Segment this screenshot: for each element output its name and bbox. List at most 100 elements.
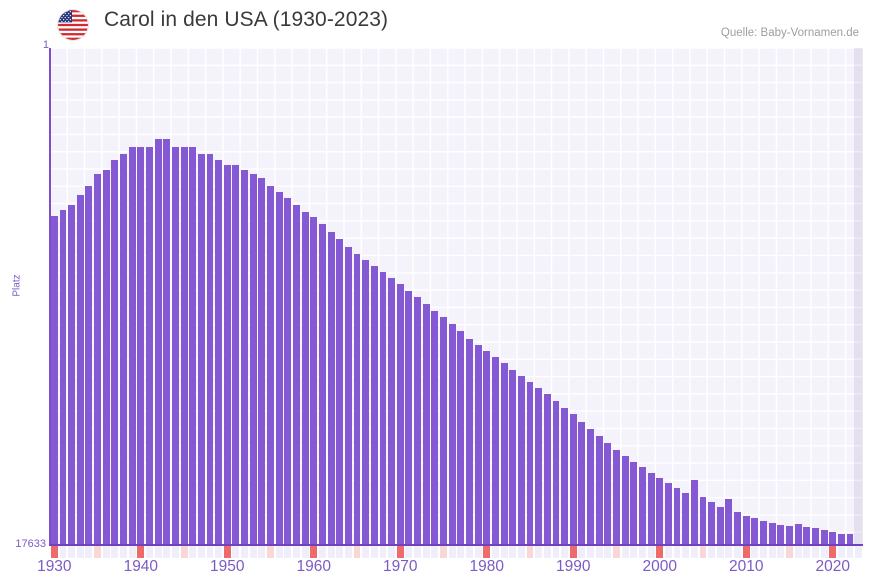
bar-1996 bbox=[621, 455, 629, 545]
bar-1943 bbox=[163, 139, 171, 545]
x-tick-major-2010 bbox=[742, 546, 750, 558]
bar-2000 bbox=[656, 477, 664, 545]
bar-1947 bbox=[197, 153, 205, 545]
bar-1944 bbox=[171, 146, 179, 545]
bar-1956 bbox=[275, 192, 283, 545]
bar-1967 bbox=[370, 266, 378, 545]
x-tick-minor-1953 bbox=[249, 546, 257, 558]
x-tick-minor-2008 bbox=[725, 546, 733, 558]
x-tick-minor-1994 bbox=[604, 546, 612, 558]
x-tick-minor-1991 bbox=[578, 546, 586, 558]
x-tick-minor-1943 bbox=[163, 546, 171, 558]
bar-1942 bbox=[154, 139, 162, 545]
bar-2005 bbox=[699, 496, 707, 545]
x-tick-minor-1959 bbox=[301, 546, 309, 558]
x-tick-minor-2011 bbox=[751, 546, 759, 558]
x-tick-minor-1939 bbox=[128, 546, 136, 558]
x-axis-label-1930: 1930 bbox=[37, 558, 72, 575]
x-tick-major-1980 bbox=[483, 546, 491, 558]
bar-1935 bbox=[94, 174, 102, 545]
x-tick-major-1950 bbox=[223, 546, 231, 558]
x-tick-minor-1937 bbox=[111, 546, 119, 558]
bar-1988 bbox=[552, 400, 560, 545]
bar-1992 bbox=[587, 428, 594, 545]
x-tick-minor-1931 bbox=[59, 546, 67, 558]
bar-1984 bbox=[517, 376, 525, 545]
bar-1966 bbox=[362, 260, 370, 545]
x-tick-minor-1967 bbox=[370, 546, 378, 558]
x-tick-minor-1933 bbox=[76, 546, 84, 558]
bar-1989 bbox=[561, 407, 569, 545]
bar-2015 bbox=[786, 526, 793, 545]
x-tick-minor-1992 bbox=[587, 546, 594, 558]
x-tick-minor-1948 bbox=[206, 546, 214, 558]
x-tick-minor-1969 bbox=[388, 546, 396, 558]
bar-1964 bbox=[344, 246, 352, 545]
x-axis-tick-labels: 1930 1940 1950 1960 1970 1980 1990 2000 2010 2020 bbox=[0, 558, 873, 584]
x-tick-minor-2021 bbox=[837, 546, 845, 558]
x-axis-label-1970: 1970 bbox=[383, 558, 418, 575]
x-tick-minor-2002 bbox=[673, 546, 681, 558]
x-tick-minor-2003 bbox=[682, 546, 690, 558]
chart-plot-area bbox=[50, 48, 863, 545]
x-tick-minor-1978 bbox=[466, 546, 473, 558]
bar-1950 bbox=[223, 165, 231, 545]
bar-2002 bbox=[673, 488, 681, 545]
x-tick-minor-1955 bbox=[267, 546, 274, 558]
chart-header: Carol in den USA (1930-2023) Quelle: Bab… bbox=[0, 0, 873, 48]
x-tick-minor-1986 bbox=[535, 546, 543, 558]
x-tick-minor-1949 bbox=[215, 546, 223, 558]
x-axis-tick-strip bbox=[50, 546, 863, 558]
bar-1930 bbox=[50, 215, 58, 545]
bar-1959 bbox=[301, 211, 309, 545]
bar-1976 bbox=[448, 323, 456, 545]
x-tick-minor-2007 bbox=[716, 546, 724, 558]
x-tick-minor-1972 bbox=[414, 546, 422, 558]
bar-1958 bbox=[293, 205, 300, 545]
us-flag-icon bbox=[58, 10, 88, 40]
bar-2016 bbox=[794, 524, 802, 545]
bar-1999 bbox=[647, 472, 655, 545]
x-tick-minor-1956 bbox=[275, 546, 283, 558]
x-tick-minor-2023 bbox=[855, 546, 863, 558]
bar-1945 bbox=[180, 146, 188, 545]
bar-1931 bbox=[59, 209, 67, 545]
bar-1934 bbox=[85, 185, 93, 545]
bar-1998 bbox=[638, 467, 646, 545]
x-tick-minor-1977 bbox=[457, 546, 465, 558]
x-tick-minor-1957 bbox=[284, 546, 292, 558]
bar-1962 bbox=[327, 231, 335, 545]
x-axis-label-1980: 1980 bbox=[469, 558, 505, 575]
x-axis-label-2020: 2020 bbox=[815, 558, 850, 575]
y-axis-max-label: 1 bbox=[42, 39, 49, 51]
x-axis-label-1960: 1960 bbox=[296, 558, 332, 575]
bar-1971 bbox=[405, 290, 413, 545]
x-tick-minor-1945 bbox=[180, 546, 188, 558]
x-tick-minor-2004 bbox=[690, 546, 698, 558]
x-tick-minor-1934 bbox=[85, 546, 93, 558]
y-axis-line bbox=[49, 48, 51, 546]
bar-2012 bbox=[760, 520, 767, 545]
bar-1946 bbox=[189, 146, 197, 545]
bar-1948 bbox=[206, 153, 214, 545]
bar-2008 bbox=[725, 498, 733, 545]
x-tick-minor-1981 bbox=[491, 546, 499, 558]
x-tick-minor-2022 bbox=[846, 546, 854, 558]
x-tick-minor-1973 bbox=[422, 546, 430, 558]
bar-2011 bbox=[751, 518, 759, 545]
bar-2003 bbox=[682, 492, 690, 545]
bar-1991 bbox=[578, 421, 586, 545]
x-tick-minor-2005 bbox=[699, 546, 707, 558]
x-tick-minor-1997 bbox=[630, 546, 638, 558]
bar-2018 bbox=[811, 527, 819, 545]
bar-2020 bbox=[829, 531, 837, 545]
bar-1980 bbox=[483, 351, 491, 545]
x-tick-minor-1975 bbox=[440, 546, 447, 558]
bar-1981 bbox=[491, 357, 499, 545]
x-tick-minor-1963 bbox=[336, 546, 344, 558]
bar-1979 bbox=[474, 345, 482, 545]
x-tick-minor-1951 bbox=[232, 546, 240, 558]
x-tick-minor-1965 bbox=[353, 546, 361, 558]
x-tick-major-1960 bbox=[310, 546, 318, 558]
bar-2001 bbox=[664, 482, 672, 545]
